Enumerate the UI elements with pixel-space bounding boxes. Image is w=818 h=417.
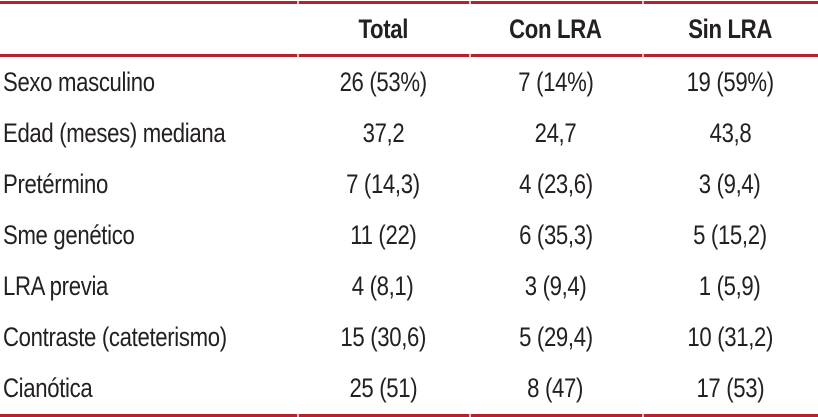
cell-con-lra: 3 (9,4) <box>524 271 587 301</box>
table-row-lra-previa: LRA previa 4 (8,1) 3 (9,4) 1 (5,9) <box>0 261 818 312</box>
table-row-edad: Edad (meses) mediana 37,2 24,7 43,8 <box>0 108 818 159</box>
cell-con-lra: 4 (23,6) <box>518 169 593 199</box>
rule-segment <box>0 54 297 57</box>
table-header-row: Total Con LRA Sin LRA <box>0 4 818 54</box>
cell-sin-lra: 43,8 <box>709 118 751 148</box>
row-label: Sme genético <box>3 220 135 250</box>
cell-sin-lra: 10 (31,2) <box>687 322 773 352</box>
rule-segment <box>297 54 469 57</box>
rule-segment <box>297 1 469 4</box>
cell-con-lra: 8 (47) <box>527 373 584 403</box>
table-row-pretermino: Pretérmino 7 (14,3) 4 (23,6) 3 (9,4) <box>0 159 818 210</box>
table-row-contraste: Contraste (cateterismo) 15 (30,6) 5 (29,… <box>0 312 818 363</box>
cell-con-lra: 5 (29,4) <box>518 322 593 352</box>
cell-total: 25 (51) <box>349 373 417 403</box>
rule-segment <box>642 1 818 4</box>
rule-segment <box>469 54 642 57</box>
rule-segment <box>0 1 297 4</box>
cell-con-lra: 24,7 <box>534 118 577 148</box>
table-row-sme-genetico: Sme genético 11 (22) 6 (35,3) 5 (15,2) <box>0 210 818 261</box>
row-label: Pretérmino <box>3 169 109 199</box>
cell-sin-lra: 19 (59%) <box>686 67 774 97</box>
rule-segment <box>0 414 297 417</box>
cell-total: 26 (53%) <box>339 67 427 97</box>
rule-segment <box>469 414 642 417</box>
cell-total: 15 (30,6) <box>340 322 426 352</box>
rule-segment <box>297 414 469 417</box>
cell-total: 11 (22) <box>349 220 417 250</box>
cell-sin-lra: 5 (15,2) <box>693 220 767 250</box>
row-label: Cianótica <box>3 373 93 403</box>
cell-sin-lra: 17 (53) <box>696 373 764 403</box>
header-rule <box>0 54 818 57</box>
column-header-con-lra: Con LRA <box>509 13 602 44</box>
rule-segment <box>469 1 642 4</box>
rule-segment <box>642 54 818 57</box>
cell-con-lra: 6 (35,3) <box>518 220 593 250</box>
header-empty-cell <box>0 14 297 45</box>
cell-sin-lra: 3 (9,4) <box>699 169 761 199</box>
table-row-cianotica: Cianótica 25 (51) 8 (47) 17 (53) <box>0 363 818 414</box>
cell-con-lra: 7 (14%) <box>517 67 594 97</box>
row-label: Edad (meses) mediana <box>3 118 226 148</box>
column-header-total: Total <box>358 13 408 44</box>
rule-segment <box>642 414 818 417</box>
top-rule <box>0 1 818 4</box>
row-label: LRA previa <box>3 271 109 301</box>
cell-total: 4 (8,1) <box>352 271 414 301</box>
row-label: Sexo masculino <box>3 67 155 97</box>
column-header-sin-lra: Sin LRA <box>688 13 772 44</box>
bottom-rule <box>0 414 818 417</box>
row-label: Contraste (cateterismo) <box>3 322 227 352</box>
cell-total: 37,2 <box>362 118 404 148</box>
table-row-sexo-masculino: Sexo masculino 26 (53%) 7 (14%) 19 (59%) <box>0 57 818 108</box>
cell-total: 7 (14,3) <box>346 169 420 199</box>
cell-sin-lra: 1 (5,9) <box>699 271 761 301</box>
